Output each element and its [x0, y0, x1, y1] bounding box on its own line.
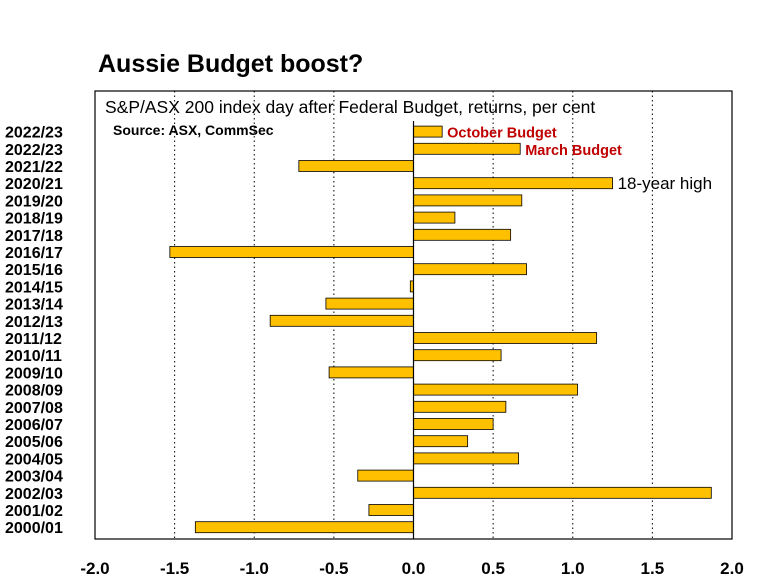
- category-label: 2022/23: [5, 125, 63, 142]
- bar: [413, 211, 456, 224]
- bar: [357, 469, 414, 482]
- category-label: 2008/09: [5, 383, 63, 400]
- bars: [169, 125, 712, 534]
- category-label: 2022/23: [5, 142, 63, 159]
- category-label: 2019/20: [5, 193, 63, 210]
- category-label: 2007/08: [5, 400, 63, 417]
- bar: [413, 177, 613, 190]
- category-label: 2015/16: [5, 262, 63, 279]
- bar: [413, 142, 521, 155]
- x-tick-label: 1.5: [641, 559, 665, 578]
- bar: [325, 297, 414, 310]
- chart-title: Aussie Budget boost?: [98, 50, 364, 78]
- bar: [413, 435, 469, 448]
- chart-source: Source: ASX, CommSec: [113, 122, 274, 138]
- bar: [368, 504, 414, 516]
- bar: [194, 521, 414, 534]
- category-label: 2003/04: [5, 469, 63, 486]
- bar: [298, 160, 414, 172]
- bar: [413, 332, 598, 344]
- bar: [413, 452, 520, 465]
- category-label: 2018/19: [5, 211, 63, 228]
- bar: [169, 246, 414, 258]
- bar: [413, 263, 527, 276]
- category-label: 2016/17: [5, 245, 63, 262]
- x-tick-label: 0.0: [402, 559, 426, 578]
- category-label: 2002/03: [5, 486, 63, 503]
- category-label: 2000/01: [5, 520, 63, 537]
- x-tick-label: -1.0: [240, 559, 269, 578]
- bar: [413, 194, 523, 207]
- category-label: 2017/18: [5, 228, 63, 245]
- chart-subtitle: S&P/ASX 200 index day after Federal Budg…: [105, 97, 595, 117]
- bar: [413, 486, 712, 499]
- category-label: 2020/21: [5, 176, 63, 193]
- bar: [413, 418, 494, 430]
- bar-annotation: 18-year high: [618, 174, 713, 193]
- category-label: 2014/15: [5, 279, 63, 296]
- x-tick-labels: -2.0 -1.5 -1.0 -0.5 0.0 0.5 1.0 1.5 2.0: [80, 559, 743, 578]
- bar: [413, 400, 507, 413]
- x-tick-label: -1.5: [160, 559, 189, 578]
- bar: [413, 349, 502, 362]
- x-tick-label: 2.0: [720, 559, 744, 578]
- x-tick-label: -2.0: [80, 559, 109, 578]
- x-tick-label: 1.0: [561, 559, 585, 578]
- category-label: 2012/13: [5, 314, 63, 331]
- bar: [413, 228, 512, 241]
- x-tick-label: -0.5: [319, 559, 348, 578]
- bar-annotation: March Budget: [525, 143, 622, 159]
- category-label: 2021/22: [5, 159, 63, 176]
- bar: [328, 366, 414, 379]
- category-label: 2005/06: [5, 434, 63, 451]
- bar: [269, 314, 414, 327]
- category-label: 2009/10: [5, 365, 63, 382]
- category-label: 2004/05: [5, 451, 63, 468]
- bar: [413, 125, 443, 138]
- bar-annotation: October Budget: [447, 126, 557, 142]
- category-label: 2013/14: [5, 297, 63, 314]
- category-label: 2001/02: [5, 503, 63, 520]
- category-label: 2010/11: [5, 348, 62, 365]
- category-label: 2011/12: [5, 331, 62, 348]
- category-labels: 2022/232022/232021/222020/212019/202018/…: [5, 125, 63, 538]
- x-tick-label: 0.5: [481, 559, 505, 578]
- category-label: 2006/07: [5, 417, 63, 434]
- bar: [413, 383, 578, 396]
